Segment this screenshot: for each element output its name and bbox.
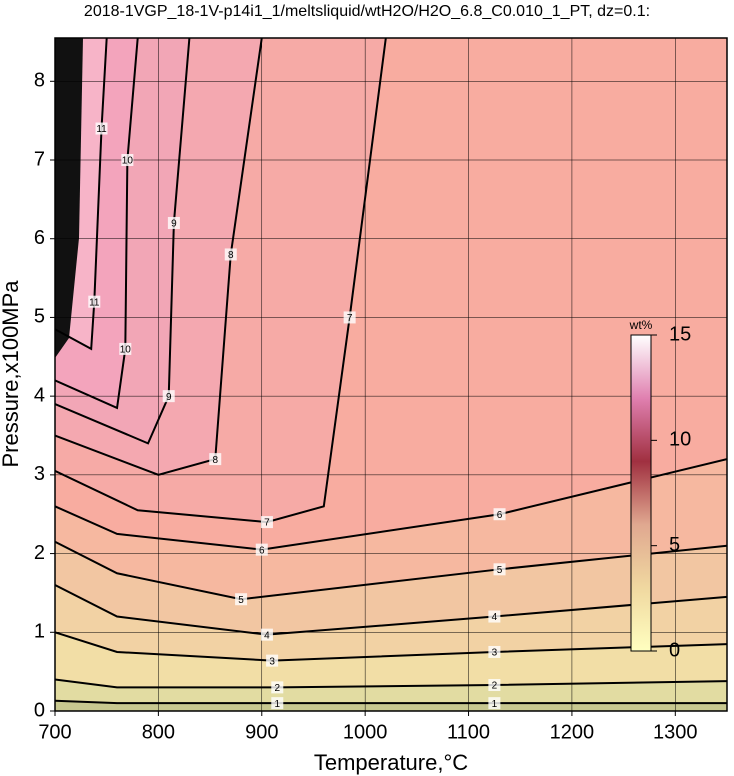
contour-label: 5 xyxy=(497,565,503,576)
contour-label: 10 xyxy=(120,345,132,356)
y-tick-label: 4 xyxy=(34,384,45,406)
contour-label: 9 xyxy=(166,392,172,403)
contour-label: 1 xyxy=(492,699,498,710)
colorbar-tick-label: 0 xyxy=(669,639,680,661)
contour-label: 11 xyxy=(96,124,107,135)
y-tick-label: 3 xyxy=(34,463,45,485)
colorbar-tick-label: 10 xyxy=(669,429,691,451)
plot-frame xyxy=(54,37,728,712)
contour-label: 9 xyxy=(171,219,177,230)
x-tick-label: 1200 xyxy=(550,721,595,743)
contour-label-box xyxy=(235,593,248,606)
x-tick-label: 700 xyxy=(38,721,71,743)
contour-label-box xyxy=(266,654,279,667)
contour-label: 7 xyxy=(347,313,353,324)
contour-label-box xyxy=(488,679,501,692)
y-tick-label: 6 xyxy=(34,227,45,249)
contour-label-box xyxy=(488,697,501,710)
contour-label-box xyxy=(119,342,132,355)
contour-label-box xyxy=(209,453,222,466)
chart-title: 2018-1VGP_18-1V-p14i1_1/meltsliquid/wtH2… xyxy=(84,3,650,20)
contour-label: 1 xyxy=(274,699,280,710)
contour-label-box xyxy=(95,122,108,135)
contour-line xyxy=(55,38,387,524)
x-tick-label: 1000 xyxy=(343,721,388,743)
contour-label: 2 xyxy=(274,683,280,694)
contour-label: 11 xyxy=(89,297,100,308)
contour-label: 3 xyxy=(269,656,275,667)
dense-contours xyxy=(55,38,83,358)
y-tick-label: 0 xyxy=(34,699,45,721)
contour-label-box xyxy=(493,563,506,576)
contour-label-box xyxy=(488,645,501,658)
contour-label: 6 xyxy=(259,545,265,556)
contour-label: 4 xyxy=(264,630,270,641)
contour-label: 5 xyxy=(238,595,244,606)
y-tick-label: 8 xyxy=(34,70,45,92)
contour-label-box xyxy=(224,248,237,261)
y-tick-label: 5 xyxy=(34,306,45,328)
contour-label-box xyxy=(88,295,101,308)
contour-label: 10 xyxy=(122,156,134,167)
contour-label: 3 xyxy=(492,648,498,659)
overlay: 700 800 900 1000 1100 1200 1300 0 1 2 3 4 5 6 7 8 wt% 0 5 1… xyxy=(34,37,728,743)
colorbar-tick-label: 5 xyxy=(669,534,680,556)
contour-label-box xyxy=(488,610,501,623)
colorbar-label: wt% xyxy=(629,318,653,332)
contour-label-box xyxy=(271,697,284,710)
contour-label-box xyxy=(255,543,268,556)
y-tick-label: 7 xyxy=(34,148,45,170)
contour-label: 7 xyxy=(264,518,270,529)
contour-label-box xyxy=(343,311,356,324)
y-tick-label: 2 xyxy=(34,542,45,564)
contour-label-box xyxy=(493,508,506,521)
contour-label-box xyxy=(121,154,134,167)
x-axis-label: Temperature,°C xyxy=(314,750,468,775)
y-axis-label: Pressure,x100MPa xyxy=(0,280,23,468)
x-tick-label: 1100 xyxy=(447,721,490,743)
contour-label-box xyxy=(162,390,175,403)
contour-label-box xyxy=(260,516,273,529)
x-tick-label: 1300 xyxy=(653,721,698,743)
contour-label-box xyxy=(260,628,273,641)
colorbar xyxy=(630,334,652,652)
contour-label: 8 xyxy=(212,455,218,466)
y-tick-label: 1 xyxy=(34,621,45,643)
contour-label: 2 xyxy=(492,681,498,692)
x-tick-label: 800 xyxy=(142,721,175,743)
contour-label-box xyxy=(271,681,284,694)
contour-label-box xyxy=(167,216,180,229)
contour-label: 4 xyxy=(492,612,498,623)
colorbar-tick-label: 15 xyxy=(669,323,691,345)
contour-label: 6 xyxy=(497,510,503,521)
x-tick-label: 900 xyxy=(245,721,278,743)
contour-label: 8 xyxy=(228,250,234,261)
